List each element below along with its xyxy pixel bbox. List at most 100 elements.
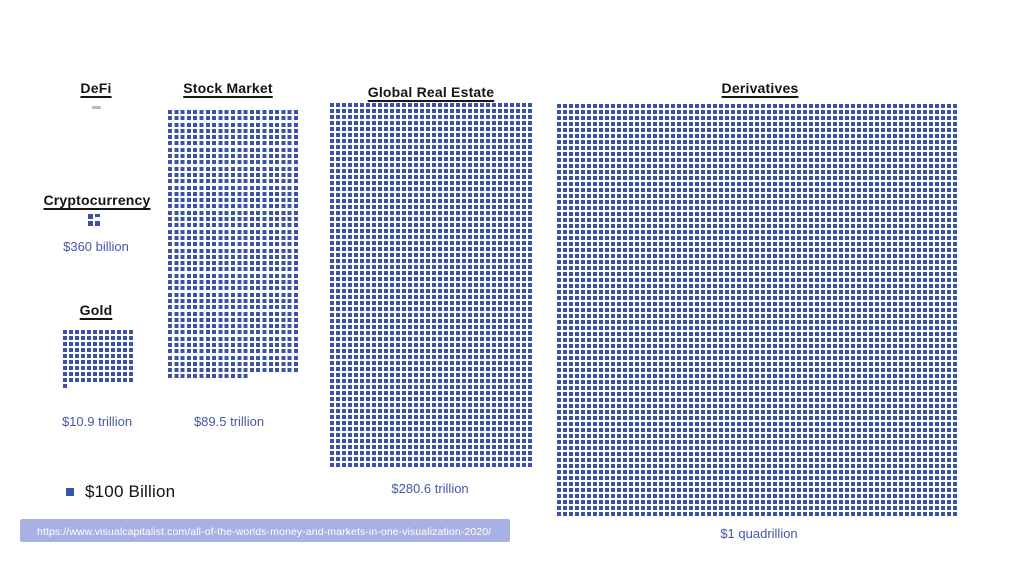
waffle-row (168, 147, 298, 152)
waffle-row (168, 267, 298, 272)
waffle-row (557, 428, 957, 432)
waffle-row (330, 145, 532, 149)
waffle-row (557, 278, 957, 282)
waffle-row (557, 416, 957, 420)
waffle-row (168, 154, 298, 159)
waffle-row (330, 391, 532, 395)
waffle-row (557, 290, 957, 294)
waffle-row (557, 170, 957, 174)
waffle-row (168, 248, 298, 253)
market-heading-gold: Gold (79, 302, 113, 318)
waffle-square (95, 221, 100, 226)
source-url-bar[interactable]: https://www.visualcapitalist.com/all-of-… (20, 519, 510, 542)
market-caption-gold: $10.9 trillion (61, 414, 133, 429)
waffle-row (557, 488, 957, 492)
waffle-row (63, 372, 133, 376)
waffle-row (557, 326, 957, 330)
waffle-row (330, 301, 532, 305)
waffle-row (330, 193, 532, 197)
waffle-row (557, 434, 957, 438)
waffle-row (557, 404, 957, 408)
waffle-row (168, 210, 298, 215)
crypto-marker-grid (88, 214, 100, 226)
waffle-row (168, 311, 298, 316)
waffle-row (168, 122, 298, 127)
waffle-row (330, 187, 532, 191)
waffle-row (168, 368, 298, 373)
waffle-row (557, 242, 957, 246)
waffle-row (330, 331, 532, 335)
waffle-row (557, 470, 957, 474)
waffle-row (557, 506, 957, 510)
waffle-row (557, 176, 957, 180)
waffle-row (557, 314, 957, 318)
waffle-row (330, 139, 532, 143)
legend-label: $100 Billion (85, 482, 176, 501)
waffle-row (557, 500, 957, 504)
waffle-row (557, 224, 957, 228)
market-heading-derivatives: Derivatives (721, 80, 799, 96)
waffle-row (557, 332, 957, 336)
waffle-row (330, 337, 532, 341)
waffle-row (168, 229, 298, 234)
waffle-row (330, 241, 532, 245)
waffle-row (330, 151, 532, 155)
market-caption-global-real-estate: $280.6 trillion (391, 481, 469, 496)
waffle-row (330, 439, 532, 443)
waffle-row (330, 133, 532, 137)
waffle-row (330, 289, 532, 293)
legend: $100 Billion (66, 481, 175, 503)
waffle-row (168, 342, 298, 347)
waffle-row (168, 179, 298, 184)
waffle-row (168, 261, 298, 266)
waffle-row (330, 373, 532, 377)
waffle-row (330, 271, 532, 275)
waffle-row (557, 356, 957, 360)
waffle-row (168, 292, 298, 297)
waffle-row (168, 128, 298, 133)
market-caption-cryptocurrency: $360 billion (63, 239, 129, 254)
waffle-row (168, 317, 298, 322)
waffle-row (557, 254, 957, 258)
waffle-row (557, 374, 957, 378)
waffle-row (330, 205, 532, 209)
waffle-row (557, 164, 957, 168)
waffle-row (557, 344, 957, 348)
waffle-row (168, 198, 298, 203)
waffle-row (330, 325, 532, 329)
waffle-row (168, 254, 298, 259)
waffle-row (557, 386, 957, 390)
waffle-row (557, 446, 957, 450)
waffle-square-partial (95, 214, 100, 217)
waffle-row (557, 410, 957, 414)
waffle-row (557, 134, 957, 138)
waffle-row (330, 367, 532, 371)
waffle-row (330, 181, 532, 185)
waffle-row (557, 494, 957, 498)
waffle-row (168, 336, 298, 341)
waffle-row (330, 295, 532, 299)
waffle-row (168, 135, 298, 140)
waffle-row (168, 374, 248, 379)
waffle-row (557, 284, 957, 288)
waffle-row (557, 128, 957, 132)
waffle-row (557, 272, 957, 276)
waffle-row (330, 433, 532, 437)
waffle-row (557, 380, 957, 384)
waffle-row (330, 343, 532, 347)
waffle-row (557, 206, 957, 210)
waffle-row (557, 308, 957, 312)
waffle-row (168, 185, 298, 190)
waffle-row (330, 247, 532, 251)
waffle-row (557, 116, 957, 120)
waffle-row (557, 266, 957, 270)
waffle-row (330, 121, 532, 125)
waffle-row (330, 253, 532, 257)
waffle-row (557, 182, 957, 186)
waffle-grid-stock-market (168, 110, 298, 381)
legend-square-icon (66, 488, 74, 496)
waffle-row (557, 476, 957, 480)
waffle-row (330, 217, 532, 221)
waffle-row (330, 103, 532, 107)
